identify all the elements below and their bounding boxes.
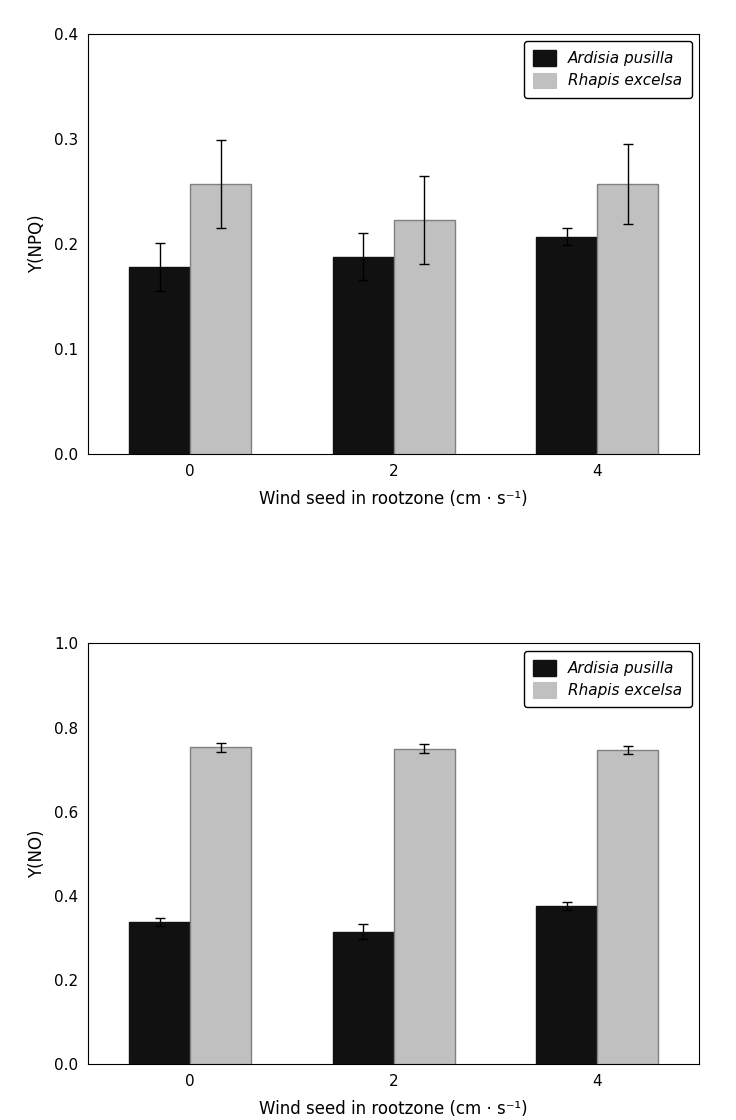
- Bar: [333, 932, 394, 1064]
- Y-axis label: Y(NPQ): Y(NPQ): [28, 215, 46, 273]
- Bar: [129, 267, 190, 455]
- Bar: [190, 184, 251, 455]
- X-axis label: Wind seed in rootzone (cm · s⁻¹): Wind seed in rootzone (cm · s⁻¹): [260, 1100, 528, 1118]
- Bar: [394, 220, 455, 455]
- Bar: [537, 236, 598, 455]
- Bar: [598, 184, 659, 455]
- Legend: Ardisia pusilla, Rhapis excelsa: Ardisia pusilla, Rhapis excelsa: [524, 651, 692, 708]
- Bar: [537, 906, 598, 1064]
- Bar: [333, 256, 394, 455]
- Bar: [394, 748, 455, 1064]
- X-axis label: Wind seed in rootzone (cm · s⁻¹): Wind seed in rootzone (cm · s⁻¹): [260, 491, 528, 508]
- Bar: [190, 747, 251, 1064]
- Bar: [129, 922, 190, 1064]
- Bar: [598, 749, 659, 1064]
- Legend: Ardisia pusilla, Rhapis excelsa: Ardisia pusilla, Rhapis excelsa: [524, 41, 692, 97]
- Y-axis label: Y(NO): Y(NO): [28, 830, 46, 878]
